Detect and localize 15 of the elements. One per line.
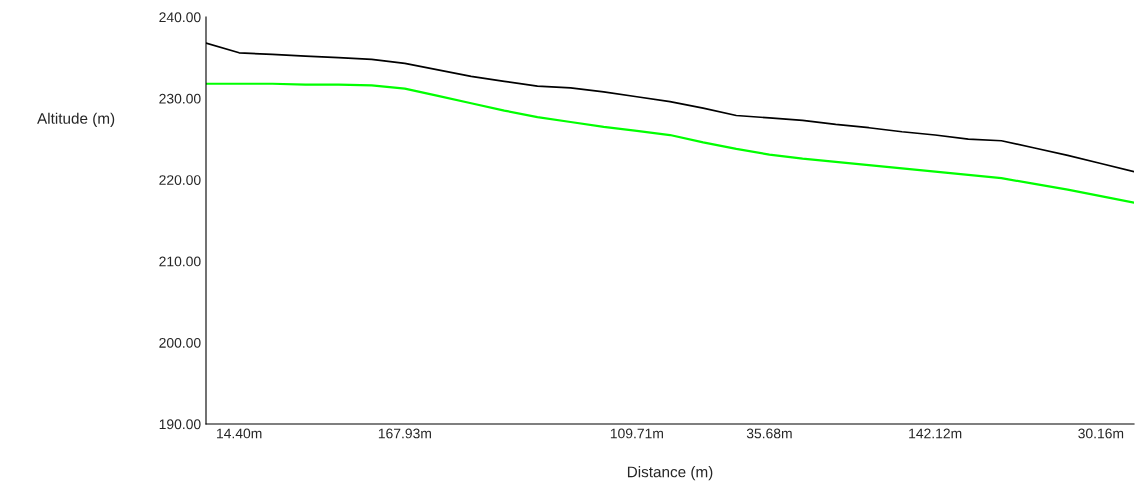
y-tick-label: 210.00 <box>159 256 201 267</box>
x-tick-label: 142.12m <box>909 428 962 439</box>
y-tick-label: 190.00 <box>159 419 201 430</box>
y-tick-label: 240.00 <box>159 12 201 23</box>
x-tick-label: 35.68m <box>746 428 792 439</box>
y-tick-label: 220.00 <box>159 175 201 185</box>
x-tick-label: 109.71m <box>610 428 663 439</box>
x-tick-label: 30.16m <box>1078 428 1124 439</box>
line-series <box>206 82 1134 204</box>
y-axis-title: Altitude (m) <box>37 112 115 127</box>
y-tick-label: 200.00 <box>159 337 201 348</box>
x-axis-title: Distance (m) <box>627 466 713 481</box>
y-tick-label: 230.00 <box>159 93 201 104</box>
x-tick-label: 167.93m <box>378 428 431 439</box>
x-tick-label: 14.40m <box>217 428 262 439</box>
